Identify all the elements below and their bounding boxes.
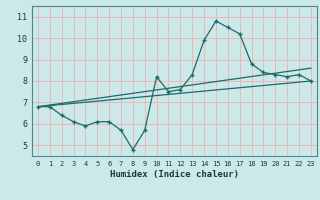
X-axis label: Humidex (Indice chaleur): Humidex (Indice chaleur) bbox=[110, 170, 239, 179]
